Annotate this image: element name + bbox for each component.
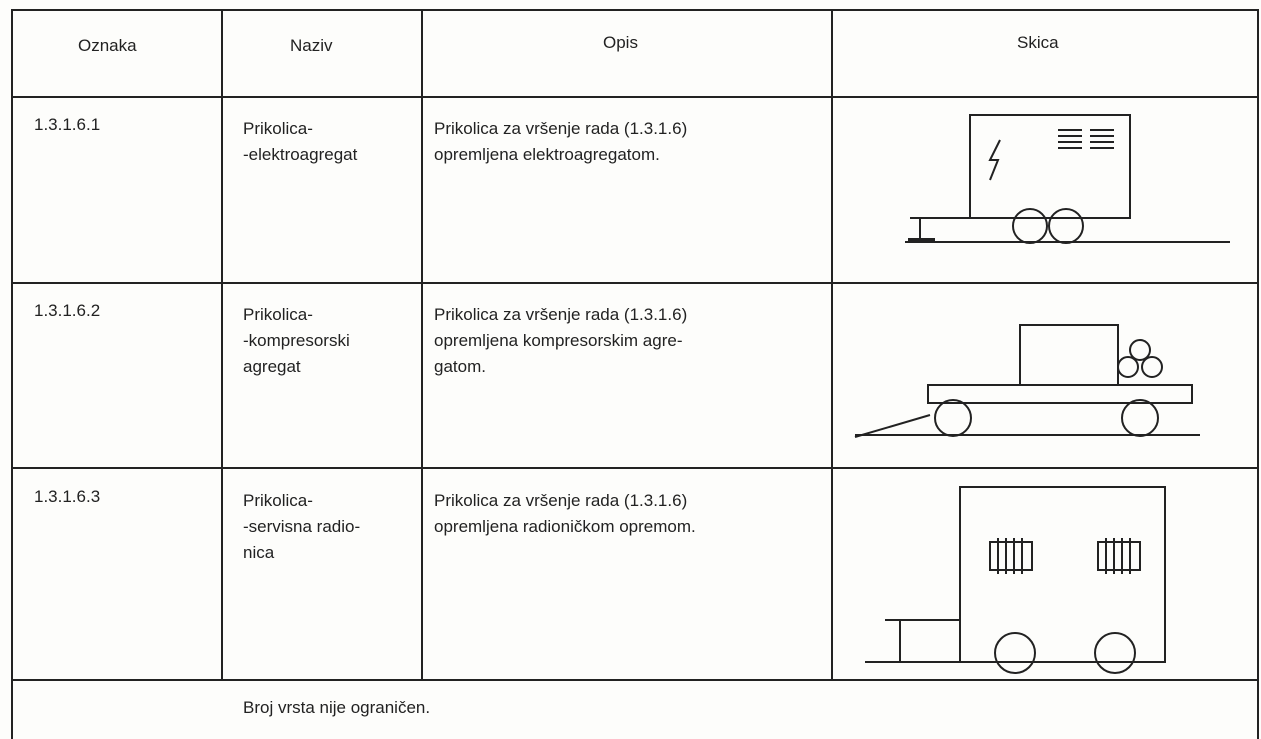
header-cell: Skica <box>1017 33 1059 52</box>
sketch-workshop-trailer <box>865 486 1166 674</box>
description-line: Prikolica za vršenje rada (1.3.1.6) <box>434 491 688 510</box>
header-cell: Oznaka <box>78 36 137 55</box>
sketch-generator-trailer <box>905 114 1230 244</box>
code-cell: 1.3.1.6.3 <box>34 487 101 506</box>
description-line: opremljena radioničkom opremom. <box>434 517 696 536</box>
footer-note: Broj vrsta nije ograničen. <box>243 698 431 717</box>
name-line: -kompresorski <box>243 331 350 350</box>
sketch-compressor-trailer <box>854 324 1200 438</box>
header-cell: Opis <box>603 33 638 52</box>
name-line: Prikolica- <box>243 305 313 324</box>
header-cell: Naziv <box>290 36 333 55</box>
name-line: Prikolica- <box>243 491 313 510</box>
name-line: nica <box>243 543 275 562</box>
name-cell: Prikolica- -kompresorski agregat <box>243 302 350 380</box>
code-cell: 1.3.1.6.1 <box>34 115 101 134</box>
description-line: gatom. <box>434 357 486 376</box>
description-line: Prikolica za vršenje rada (1.3.1.6) <box>434 119 688 138</box>
name-cell: Prikolica- -elektroagregat <box>243 116 357 168</box>
description-cell: Prikolica za vršenje rada (1.3.1.6) oprem… <box>434 302 687 380</box>
code-cell: 1.3.1.6.2 <box>34 301 101 320</box>
description-cell: Prikolica za vršenje rada (1.3.1.6) oprem… <box>434 116 687 168</box>
name-line: agregat <box>243 357 301 376</box>
name-line: -servisna radio- <box>243 517 361 536</box>
description-line: opremljena elektroagregatom. <box>434 145 660 164</box>
description-line: Prikolica za vršenje rada (1.3.1.6) <box>434 305 688 324</box>
name-cell: Prikolica- -servisna radio-nica <box>243 488 360 566</box>
name-line: Prikolica- <box>243 119 313 138</box>
name-line: -elektroagregat <box>243 145 358 164</box>
description-line: opremljena kompresorskim agre- <box>434 331 683 350</box>
description-cell: Prikolica za vršenje rada (1.3.1.6) oprem… <box>434 488 696 540</box>
